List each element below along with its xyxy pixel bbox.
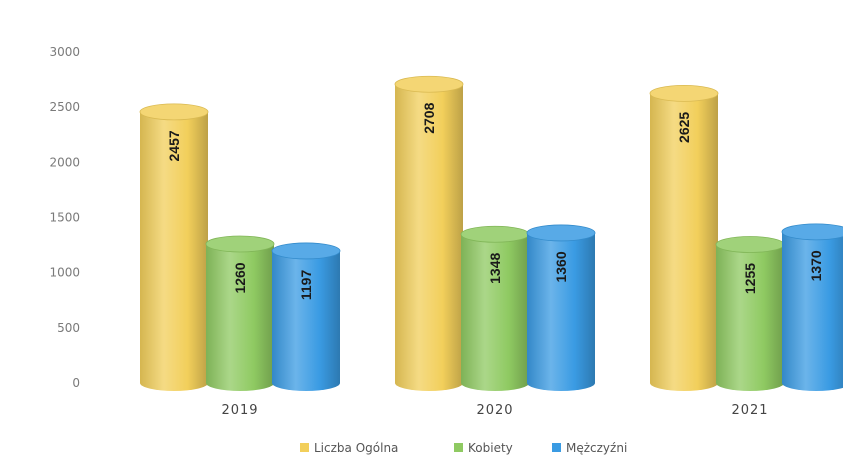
legend-swatch	[552, 443, 561, 452]
bar-body	[140, 111, 208, 391]
bar-value-label: 1348	[487, 252, 503, 283]
y-tick-label: 0	[72, 376, 80, 390]
bar-value-label: 1197	[298, 270, 314, 301]
bar-body	[650, 93, 718, 391]
bar-body	[206, 243, 274, 391]
bar-cap	[460, 225, 530, 243]
bar-body	[716, 244, 784, 391]
x-category-label: 2020	[476, 403, 513, 418]
bar-cap	[649, 84, 719, 102]
legend-label: Liczba Ogólna	[314, 441, 398, 455]
legend: Liczba Ogólna Kobiety Mężczyźni	[300, 441, 627, 455]
legend-swatch	[454, 443, 463, 452]
legend-item: Kobiety	[454, 441, 513, 455]
bar: 1348	[460, 225, 530, 391]
bar-value-label: 1360	[553, 251, 569, 282]
bar-cap	[205, 235, 275, 253]
bar-value-label: 1255	[742, 263, 758, 294]
bar-body	[527, 232, 595, 391]
bar-value-label: 2457	[166, 130, 182, 161]
y-tick-label: 2000	[49, 155, 80, 169]
bar-value-label: 2708	[421, 102, 437, 133]
bar-body	[272, 250, 340, 391]
bar-body	[461, 234, 529, 391]
y-axis: 0 500 1000 1500 2000 2500 3000	[49, 45, 80, 390]
legend-item: Mężczyźni	[552, 441, 627, 455]
legend-label: Kobiety	[468, 441, 513, 455]
bar: 2625	[649, 84, 719, 391]
y-tick-label: 500	[57, 321, 80, 335]
bar: 2457	[139, 103, 209, 391]
bar: 1360	[526, 224, 596, 391]
bar-cap	[394, 75, 464, 93]
bar-value-label: 1370	[808, 250, 824, 281]
bar: 1260	[205, 235, 275, 391]
legend-swatch	[300, 443, 309, 452]
bar-cap	[139, 103, 209, 121]
legend-label: Mężczyźni	[566, 441, 627, 455]
bar-body	[782, 231, 843, 391]
y-tick-label: 1000	[49, 266, 80, 280]
bar: 1197	[271, 242, 341, 391]
bars: 2457 1260 1197 2708 1348 1360 2625 1255 1370	[139, 75, 843, 391]
bar: 1255	[715, 236, 785, 391]
x-axis: 2019 2020 2021	[221, 403, 768, 418]
bar-body	[395, 84, 463, 391]
y-tick-label: 3000	[49, 45, 80, 59]
bar-cap	[781, 223, 843, 241]
y-tick-label: 2500	[49, 100, 80, 114]
x-category-label: 2021	[731, 403, 768, 418]
bar: 1370	[781, 223, 843, 391]
y-tick-label: 1500	[49, 211, 80, 225]
bar-cap	[271, 242, 341, 260]
bar: 2708	[394, 75, 464, 391]
bar-cap	[715, 236, 785, 253]
bar-value-label: 2625	[676, 112, 692, 143]
bar-value-label: 1260	[232, 262, 248, 293]
x-category-label: 2019	[221, 403, 258, 418]
legend-item: Liczba Ogólna	[300, 441, 398, 455]
bar-cap	[526, 224, 596, 242]
